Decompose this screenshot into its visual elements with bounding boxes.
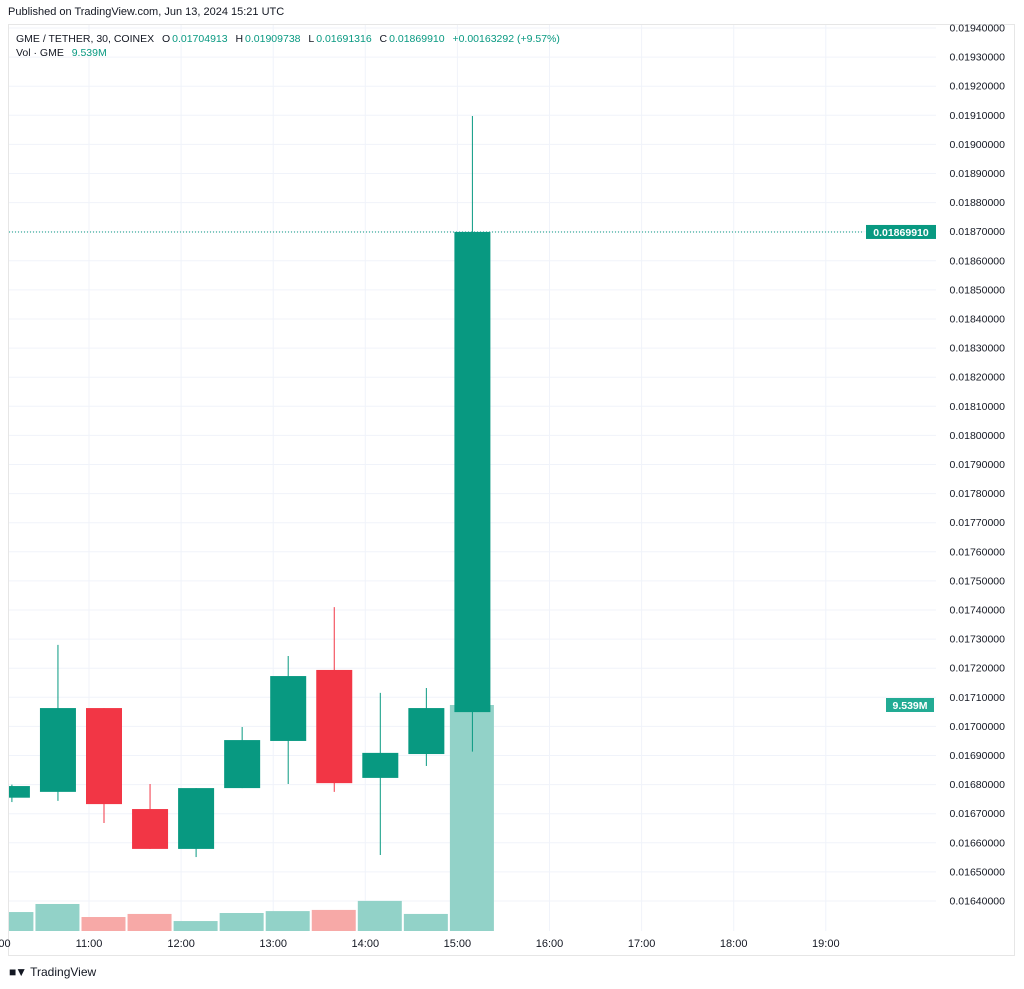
- candle-body: [39, 708, 76, 792]
- y-tick-label: 0.01940000: [950, 23, 1006, 35]
- y-tick-label: 0.01780000: [950, 488, 1006, 500]
- y-tick-label: 0.01910000: [950, 110, 1006, 122]
- y-tick-label: 0.01930000: [950, 52, 1006, 64]
- candle-body: [132, 809, 169, 849]
- y-tick-label: 0.01870000: [950, 226, 1006, 238]
- volume-bar: [357, 900, 402, 931]
- y-tick-label: 0.01750000: [950, 575, 1006, 587]
- candle-body: [408, 708, 445, 755]
- change-value: +0.00163292 (+9.57%): [452, 33, 560, 45]
- last-volume-tag: [886, 698, 934, 712]
- y-tick-label: 0.01850000: [950, 284, 1006, 296]
- x-tick-label: 16:00: [536, 938, 564, 950]
- brand-name: TradingView: [30, 965, 97, 979]
- y-tick-label: 0.01670000: [950, 808, 1006, 820]
- high-label: H: [235, 33, 244, 45]
- chart-legend: GME / TETHER, 30, COINEX O 0.01704913 H 0.…: [16, 32, 562, 60]
- y-tick-label: 0.01840000: [950, 314, 1006, 326]
- tradingview-brand[interactable]: ■▼ TradingView: [9, 965, 96, 979]
- low-label: L: [308, 33, 315, 45]
- y-tick-label: 0.01760000: [950, 546, 1006, 558]
- y-tick-label: 0.01790000: [950, 459, 1006, 471]
- open-label: O: [161, 33, 171, 45]
- close-label: C: [379, 33, 388, 45]
- last-price-tag: [866, 224, 936, 239]
- y-tick-label: 0.01860000: [950, 255, 1006, 267]
- tradingview-logo-icon: ■▼: [9, 965, 27, 979]
- candle-body: [316, 669, 353, 784]
- y-tick-label: 0.01680000: [950, 779, 1006, 791]
- y-tick-label: 0.01700000: [950, 721, 1006, 733]
- candle-body: [86, 708, 122, 805]
- x-tick-label: 14:00: [352, 938, 380, 950]
- volume-label[interactable]: Vol · GME: [16, 47, 64, 59]
- volume-bar: [9, 912, 34, 931]
- y-tick-label: 0.01770000: [950, 517, 1006, 529]
- y-tick-label: 0.01800000: [950, 430, 1006, 442]
- last-price-tag-label: 0.01869910: [873, 227, 929, 239]
- volume-bar: [219, 912, 264, 931]
- candle-body: [362, 752, 399, 778]
- volume-row: Vol · GME 9.539M: [16, 46, 562, 60]
- y-tick-label: 0.01920000: [950, 81, 1006, 93]
- x-tick-label: 10:00: [0, 938, 11, 950]
- x-tick-label: 12:00: [167, 938, 195, 950]
- candle-body: [270, 676, 307, 741]
- candle-body: [454, 231, 491, 713]
- volume-bar: [127, 913, 172, 931]
- y-tick-label: 0.01890000: [950, 168, 1006, 180]
- y-tick-label: 0.01730000: [950, 634, 1006, 646]
- y-tick-label: 0.01710000: [950, 692, 1006, 704]
- volume-bar: [265, 911, 310, 931]
- volume-bar: [403, 913, 448, 931]
- volume-bar: [173, 921, 218, 931]
- y-tick-label: 0.01740000: [950, 605, 1006, 617]
- chart-frame: [8, 24, 1015, 956]
- last-volume-tag-label: 9.539M: [892, 700, 927, 712]
- published-note: Published on TradingView.com, Jun 13, 20…: [8, 6, 285, 18]
- candle-body: [224, 740, 261, 789]
- symbol-label[interactable]: GME / TETHER, 30, COINEX: [16, 33, 155, 45]
- y-tick-label: 0.01720000: [950, 663, 1006, 675]
- volume-bar: [35, 903, 80, 931]
- y-tick-label: 0.01880000: [950, 197, 1006, 209]
- y-tick-label: 0.01650000: [950, 866, 1006, 878]
- x-tick-label: 17:00: [628, 938, 656, 950]
- y-tick-label: 0.01900000: [950, 139, 1006, 151]
- ohlc-row: GME / TETHER, 30, COINEX O 0.01704913 H 0.…: [16, 32, 562, 46]
- x-tick-label: 11:00: [76, 938, 103, 950]
- candle-body: [9, 786, 30, 798]
- volume-value: 9.539M: [71, 47, 107, 59]
- y-tick-label: 0.01820000: [950, 372, 1006, 384]
- candle-body: [178, 788, 215, 849]
- y-tick-label: 0.01830000: [950, 343, 1006, 355]
- open-value: 0.01704913: [172, 33, 228, 45]
- volume-bar: [81, 917, 126, 931]
- close-value: 0.01869910: [389, 33, 445, 45]
- y-tick-label: 0.01810000: [950, 401, 1006, 413]
- x-tick-label: 13:00: [259, 938, 287, 950]
- high-value: 0.01909738: [245, 33, 301, 45]
- x-tick-label: 15:00: [444, 938, 472, 950]
- y-tick-label: 0.01640000: [950, 896, 1006, 908]
- y-tick-label: 0.01690000: [950, 750, 1006, 762]
- volume-bar: [311, 909, 356, 931]
- low-value: 0.01691316: [316, 33, 372, 45]
- y-tick-label: 0.01660000: [950, 837, 1006, 849]
- x-tick-label: 18:00: [720, 938, 748, 950]
- x-tick-label: 19:00: [812, 938, 840, 950]
